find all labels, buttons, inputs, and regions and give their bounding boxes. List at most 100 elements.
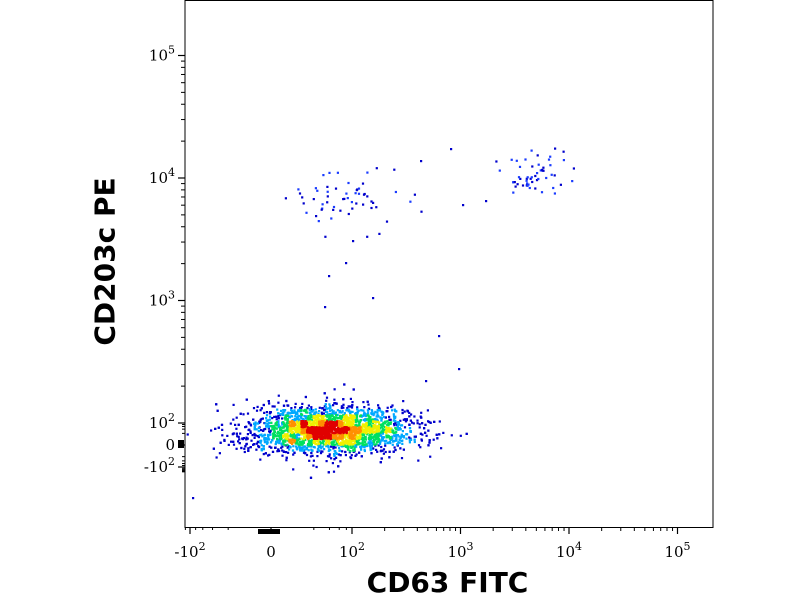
data-point <box>326 422 329 425</box>
data-point <box>350 416 353 419</box>
data-point <box>263 437 266 441</box>
data-point <box>297 432 300 435</box>
data-point <box>302 428 305 431</box>
data-point <box>295 448 298 451</box>
data-point <box>388 456 391 459</box>
data-point <box>377 434 380 437</box>
data-point <box>347 212 350 216</box>
data-point <box>253 443 256 446</box>
data-point <box>309 420 312 423</box>
data-point <box>369 441 372 444</box>
data-point <box>323 392 326 395</box>
data-point <box>325 407 329 410</box>
data-point <box>271 428 274 431</box>
data-point <box>263 411 266 414</box>
data-point <box>289 434 292 437</box>
data-point <box>361 182 365 185</box>
data-point <box>364 414 367 418</box>
data-point <box>330 441 333 444</box>
data-point <box>344 450 347 454</box>
data-point <box>348 451 351 454</box>
data-point <box>245 443 248 446</box>
data-point <box>428 441 431 444</box>
data-point <box>353 442 357 445</box>
data-point <box>282 411 285 414</box>
data-point <box>306 428 309 431</box>
data-point <box>311 422 314 425</box>
data-point <box>305 421 308 424</box>
data-point <box>269 429 272 432</box>
data-point <box>324 421 327 424</box>
data-point <box>335 423 338 426</box>
data-point <box>304 420 307 423</box>
data-point <box>333 458 336 461</box>
data-point <box>331 431 334 434</box>
data-point <box>312 198 315 201</box>
data-point <box>321 425 324 428</box>
data-point <box>375 443 378 446</box>
data-point <box>227 443 230 446</box>
data-point <box>325 399 328 402</box>
data-point <box>310 428 313 432</box>
data-point <box>393 168 396 171</box>
data-point <box>277 401 280 404</box>
data-point <box>362 418 365 421</box>
data-point <box>343 436 346 439</box>
data-point <box>320 431 323 434</box>
data-point <box>360 415 363 418</box>
data-point <box>303 445 306 448</box>
data-point <box>303 415 306 418</box>
data-point <box>254 424 257 427</box>
data-point <box>262 403 265 407</box>
data-point <box>319 429 323 432</box>
data-point <box>320 208 323 211</box>
data-point <box>377 426 380 429</box>
data-point <box>324 418 327 421</box>
data-point <box>298 415 301 418</box>
data-point <box>339 432 342 435</box>
data-point <box>276 432 279 435</box>
data-point <box>400 433 403 436</box>
data-point <box>380 426 383 429</box>
data-point <box>315 465 318 469</box>
data-point <box>280 426 283 429</box>
data-point <box>426 409 429 412</box>
data-point <box>280 437 283 441</box>
data-point <box>295 436 299 439</box>
data-point <box>321 203 324 206</box>
data-point <box>335 442 338 445</box>
data-point <box>436 437 439 440</box>
data-point <box>311 441 314 444</box>
data-point <box>286 443 289 446</box>
data-point <box>306 432 309 435</box>
data-point <box>362 423 366 426</box>
data-point <box>528 186 531 190</box>
data-point <box>264 427 267 431</box>
data-point <box>374 420 377 423</box>
data-point <box>315 215 318 218</box>
data-point <box>361 443 365 446</box>
data-point <box>347 408 350 411</box>
data-point <box>349 410 352 413</box>
data-point <box>334 446 337 449</box>
data-point <box>534 187 537 190</box>
data-point <box>357 192 361 195</box>
data-point <box>327 435 330 438</box>
data-point <box>354 412 357 415</box>
data-point <box>330 429 333 432</box>
data-point <box>304 452 307 455</box>
data-point <box>326 440 330 443</box>
data-point <box>310 423 313 426</box>
data-point <box>338 447 341 450</box>
data-point <box>333 398 336 401</box>
data-point <box>305 411 309 414</box>
data-point <box>345 409 348 412</box>
data-point <box>268 402 271 405</box>
data-point <box>401 411 404 415</box>
data-point <box>335 440 338 443</box>
data-point <box>345 192 348 195</box>
data-point <box>385 431 388 434</box>
data-point <box>374 418 377 421</box>
data-point <box>220 423 224 426</box>
data-point <box>267 426 270 429</box>
